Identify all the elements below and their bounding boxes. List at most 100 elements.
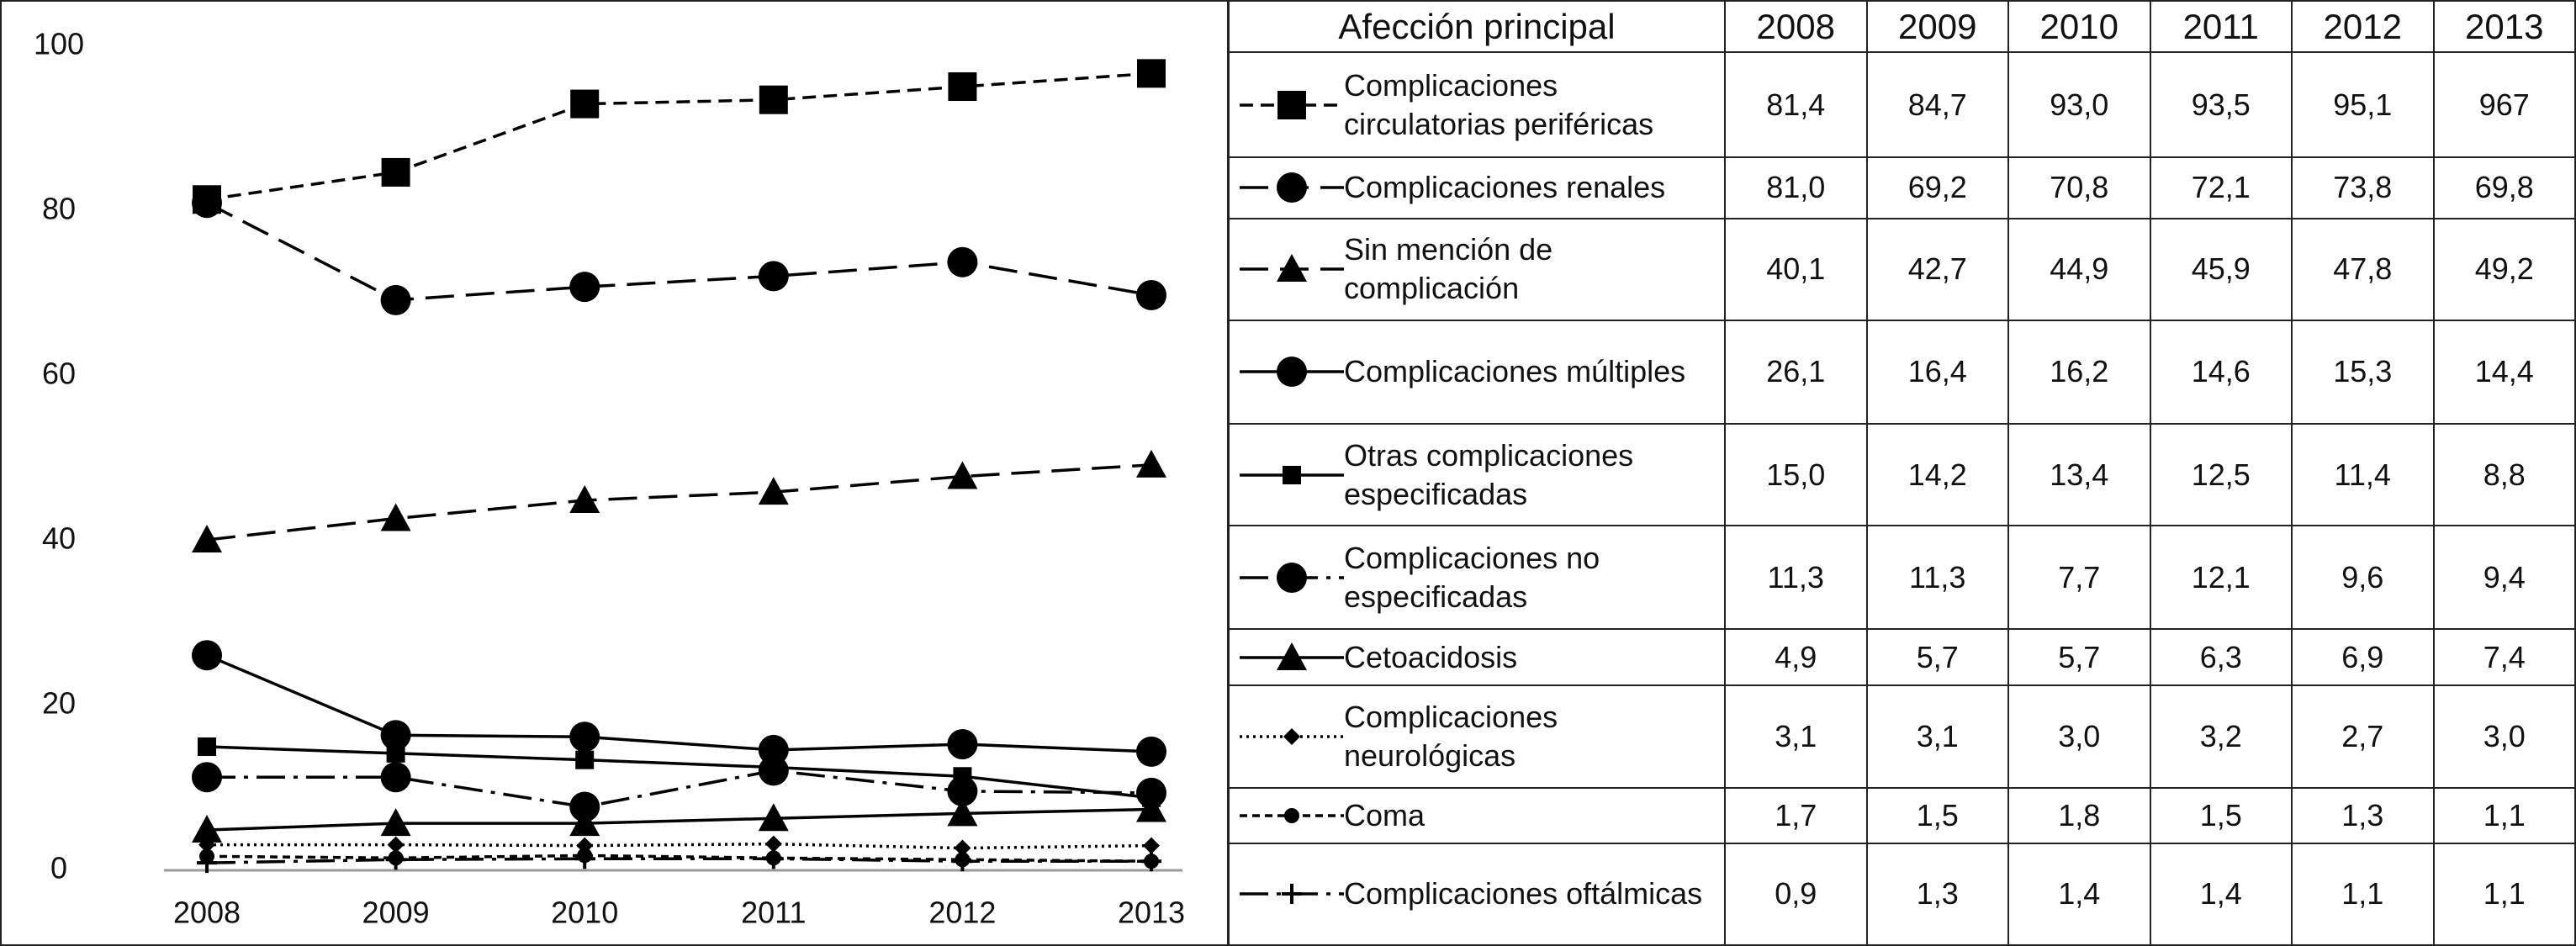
marker [386,743,405,763]
table-cell: 1,1 [2291,842,2435,946]
table-cell: 26,1 [1724,319,1868,425]
table-cell: 1,5 [1865,786,2009,844]
header-year: 2012 [2291,0,2435,54]
legend-label: Complicaciones oftálmicas [1344,876,1703,912]
table-cell: 13,4 [2007,422,2151,527]
marker [192,640,222,671]
y-tick-label: 40 [42,521,76,556]
marker [569,272,600,303]
legend-cell: Complicaciones no especificadas [1228,525,1726,631]
table-cell: 15,3 [2291,319,2435,425]
legend-cell: Otras complicaciones especificadas [1228,422,1726,527]
table-row: Complicaciones oftálmicas 0,9 1,3 1,4 1,4 1,1… [1228,842,2576,946]
header-year: 2009 [1865,0,2009,54]
table-cell: 6,9 [2291,628,2435,687]
legend-cell: Complicaciones renales [1228,156,1726,219]
legend-icon [1240,728,1344,746]
legend-cell: Coma [1228,786,1726,844]
header-year: 2011 [2149,0,2293,54]
marker [381,157,410,187]
marker [763,848,784,869]
marker [1143,837,1160,854]
table-cell: 73,8 [2291,156,2435,219]
series-line [206,857,1151,864]
y-tick-label: 0 [50,851,67,885]
legend-label: Sin mención de complicación [1344,232,1553,306]
table-cell: 1,3 [1865,842,2009,946]
chart: 0 20 40 60 80 100 2008 2009 2010 2011 2012 2013 [34,27,1185,930]
legend-icon [1240,254,1344,283]
table-cell: 11,4 [2291,422,2435,527]
legend-entry: Complicaciones no especificadas [1230,539,1724,616]
table-cell: 5,7 [2007,628,2151,687]
table-cell: 93,0 [2007,51,2151,159]
table-cell: 81,4 [1724,51,1868,159]
marker [387,836,405,854]
chart-frame [0,0,1229,946]
x-tick-label: 2009 [362,896,430,930]
marker [1283,465,1301,484]
series-line [206,653,1152,753]
legend-entry: Complicaciones circulatorias periféricas [1230,66,1724,144]
marker [1137,59,1166,88]
x-tick-label: 2011 [741,896,806,930]
table-cell: 49,2 [2432,217,2576,321]
marker [1277,90,1306,119]
marker [569,791,600,822]
marker [569,484,600,513]
marker [952,851,973,872]
table-cell: 12,5 [2149,422,2293,527]
legend-icon [1240,642,1344,670]
legend-label: Complicaciones circulatorias periféricas [1344,67,1654,141]
table-cell: 95,1 [2291,51,2435,159]
marker [1282,884,1302,905]
table-cell: 70,8 [2007,156,2151,219]
table-cell: 40,1 [1724,217,1868,321]
marker [1283,728,1300,746]
marker [947,729,978,760]
table-cell: 1,3 [2291,786,2435,844]
marker [1277,254,1307,283]
table-cell: 7,7 [2007,525,2151,631]
series-line [206,745,1152,800]
legend-entry: Otras complicaciones especificadas [1230,436,1724,514]
table-cell: 16,2 [2007,319,2151,425]
table-cell: 1,4 [2007,842,2151,946]
header-row: Afección principal 2008 2009 2010 2011 2012 20… [1228,0,2576,54]
table-cell: 5,7 [1865,628,2009,687]
marker [1277,357,1307,388]
marker [197,853,217,874]
table-cell: 1,8 [2007,786,2151,844]
marker [192,814,222,843]
legend-label: Complicaciones múltiples [1344,354,1686,389]
marker [574,848,595,869]
x-tick-label: 2012 [928,896,996,930]
table-cell: 4,9 [1724,628,1868,687]
table-cell: 2,7 [2291,684,2435,789]
marker [948,72,977,102]
table-cell: 12,1 [2149,525,2293,631]
legend-entry: Complicaciones oftálmicas [1230,875,1724,913]
table-cell: 1,4 [2149,842,2293,946]
series-line [206,71,1152,202]
legend-icon [1240,562,1344,593]
marker [947,246,978,277]
marker [192,762,222,793]
legend-label: Complicaciones neurológicas [1344,700,1558,774]
table-cell: 69,8 [2432,156,2576,219]
table-cell: 44,9 [2007,217,2151,321]
table-cell: 16,4 [1865,319,2009,425]
table-cell: 14,4 [2432,319,2576,425]
table-cell: 72,1 [2149,156,2293,219]
legend-entry: Coma [1230,796,1724,835]
table-cell: 6,3 [2149,628,2293,687]
table-row: Sin mención de complicación 40,1 42,7 44,9 4… [1228,217,2576,321]
marker [759,85,788,114]
marker [947,775,978,806]
marker [1136,794,1166,822]
marker [569,721,600,753]
table-cell: 15,0 [1724,422,1868,527]
table-row: Complicaciones múltiples 26,1 16,4 16,2 14,6… [1228,319,2576,425]
marker [380,720,411,751]
